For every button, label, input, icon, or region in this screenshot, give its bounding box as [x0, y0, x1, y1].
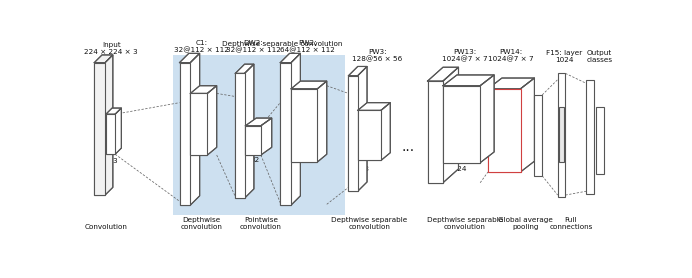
Text: 3: 3 — [192, 153, 197, 159]
Polygon shape — [488, 78, 534, 89]
Text: 3: 3 — [360, 158, 365, 164]
Polygon shape — [106, 108, 121, 114]
Bar — [597, 106, 604, 174]
Bar — [358, 110, 381, 160]
Text: Depthwise
convolution: Depthwise convolution — [180, 217, 222, 230]
Text: 128: 128 — [356, 166, 370, 172]
Bar — [534, 95, 543, 176]
Bar — [428, 81, 443, 183]
Polygon shape — [190, 86, 217, 93]
Polygon shape — [280, 53, 300, 63]
Bar — [235, 73, 244, 198]
Text: 3: 3 — [100, 155, 105, 161]
Text: Output
classes: Output classes — [587, 49, 612, 63]
Bar — [179, 63, 190, 205]
Polygon shape — [318, 81, 327, 162]
Text: PW3:
128@56 × 56: PW3: 128@56 × 56 — [352, 49, 402, 63]
Bar — [488, 89, 520, 172]
Bar — [246, 126, 261, 155]
Bar — [94, 63, 105, 195]
Polygon shape — [244, 64, 254, 198]
Bar — [349, 76, 358, 191]
Bar — [443, 86, 480, 163]
Bar — [586, 80, 594, 193]
Polygon shape — [105, 55, 113, 195]
Text: 32: 32 — [251, 157, 260, 163]
Text: Pointwise
convolution: Pointwise convolution — [240, 217, 282, 230]
Bar — [173, 55, 345, 215]
Polygon shape — [349, 66, 367, 76]
Polygon shape — [261, 118, 272, 155]
Text: 3: 3 — [295, 163, 300, 169]
Bar — [358, 110, 381, 160]
Bar — [349, 76, 358, 191]
Polygon shape — [443, 67, 459, 183]
Bar — [246, 126, 261, 155]
Bar — [106, 114, 115, 154]
Polygon shape — [443, 75, 494, 86]
Bar — [488, 89, 520, 172]
Text: 1024: 1024 — [448, 166, 466, 172]
Text: 1: 1 — [181, 163, 185, 169]
Bar — [106, 114, 115, 154]
Bar — [94, 63, 105, 195]
Polygon shape — [358, 103, 390, 110]
Text: PW13:
1024@7 × 7: PW13: 1024@7 × 7 — [442, 49, 487, 63]
Bar — [190, 93, 208, 155]
Text: PW2:
64@112 × 112: PW2: 64@112 × 112 — [280, 40, 335, 53]
Polygon shape — [246, 118, 272, 126]
Polygon shape — [208, 86, 217, 155]
Polygon shape — [94, 55, 113, 63]
Bar — [280, 63, 291, 205]
Text: DW2:
32@112 × 112: DW2: 32@112 × 112 — [226, 40, 280, 53]
Bar — [291, 89, 318, 162]
Text: F15: layer
1024: F15: layer 1024 — [546, 49, 582, 63]
Bar — [280, 63, 291, 205]
Text: ...: ... — [401, 140, 415, 154]
Polygon shape — [480, 75, 494, 163]
Bar — [443, 86, 480, 163]
Text: 3: 3 — [440, 163, 444, 169]
Text: Depthwise separable
convolution: Depthwise separable convolution — [426, 217, 503, 230]
Text: C1:
32@112 × 112: C1: 32@112 × 112 — [174, 40, 228, 53]
Polygon shape — [428, 67, 459, 81]
Polygon shape — [358, 66, 367, 191]
Bar — [291, 89, 318, 162]
Text: 64: 64 — [293, 170, 302, 177]
Polygon shape — [381, 103, 390, 160]
Text: Global average
pooling: Global average pooling — [498, 217, 553, 230]
Polygon shape — [115, 108, 121, 154]
Polygon shape — [235, 64, 254, 73]
Polygon shape — [291, 53, 300, 205]
Text: Depthwise separable
convolution: Depthwise separable convolution — [331, 217, 408, 230]
Bar — [559, 106, 564, 162]
Text: Input
224 × 224 × 3: Input 224 × 224 × 3 — [84, 42, 138, 55]
Polygon shape — [190, 53, 200, 205]
Bar — [179, 63, 190, 205]
Bar — [190, 93, 208, 155]
Polygon shape — [291, 81, 327, 89]
Polygon shape — [520, 78, 534, 172]
Bar — [558, 73, 565, 197]
Text: 3: 3 — [112, 158, 117, 164]
Text: Depthwise separable convolution: Depthwise separable convolution — [221, 41, 342, 47]
Text: 1: 1 — [239, 155, 244, 161]
Bar — [235, 73, 244, 198]
Text: Full
connections: Full connections — [549, 217, 592, 230]
Text: PW14:
1024@7 × 7: PW14: 1024@7 × 7 — [489, 49, 534, 63]
Bar — [428, 81, 443, 183]
Text: Convolution: Convolution — [84, 224, 127, 230]
Polygon shape — [179, 53, 200, 63]
